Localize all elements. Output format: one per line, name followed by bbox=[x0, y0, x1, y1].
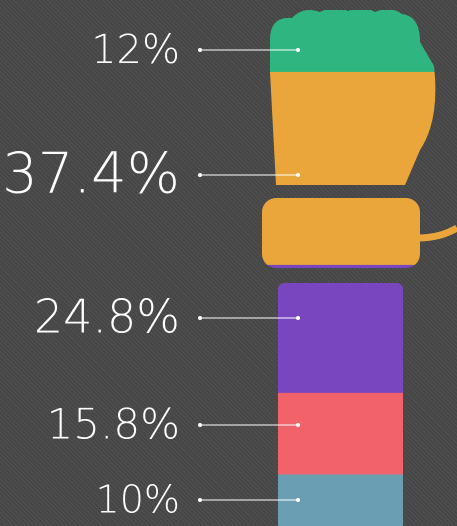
value-label: 15.8% bbox=[47, 400, 180, 449]
leader-dot bbox=[296, 48, 300, 52]
leader-dot bbox=[296, 316, 300, 320]
segment bbox=[262, 264, 436, 394]
leader-dot bbox=[296, 498, 300, 502]
value-label: 24.8% bbox=[34, 290, 180, 344]
segment bbox=[262, 392, 436, 475]
segment bbox=[262, 71, 436, 266]
leader-dot bbox=[198, 498, 202, 502]
cord bbox=[417, 224, 457, 242]
segment bbox=[262, 10, 436, 73]
leader-dot bbox=[198, 173, 202, 177]
value-label: 12% bbox=[91, 27, 180, 73]
arm bbox=[262, 10, 436, 526]
value-label: 10% bbox=[96, 478, 180, 522]
leader-dot bbox=[198, 316, 202, 320]
value-label: 37.4% bbox=[2, 141, 180, 206]
leader-dot bbox=[198, 48, 202, 52]
leader-dot bbox=[296, 423, 300, 427]
leader-dot bbox=[198, 423, 202, 427]
leader-dot bbox=[296, 173, 300, 177]
